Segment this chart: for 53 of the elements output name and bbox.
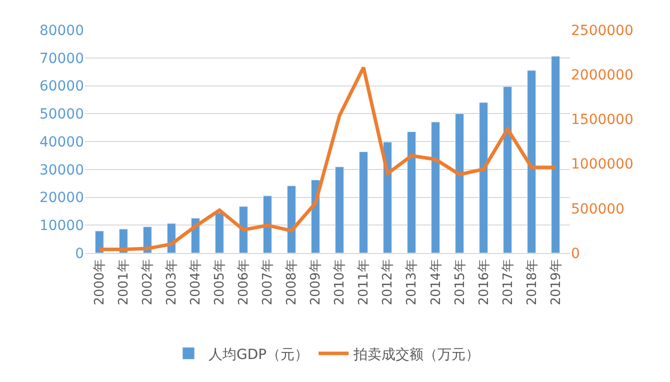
bar [431, 122, 440, 253]
x-tick-label: 2004年 [188, 259, 204, 306]
y2-tick-label: 500000 [571, 201, 624, 218]
legend-label: 人均GDP（元） [208, 346, 309, 363]
bar [503, 86, 512, 253]
y-tick-label: 20000 [39, 190, 84, 206]
y-tick-label: 50000 [39, 106, 84, 123]
bar [335, 166, 344, 253]
bar [527, 70, 536, 253]
line-series [98, 66, 558, 252]
y-tick-label: 60000 [39, 78, 84, 95]
x-tick-label: 2007年 [260, 259, 276, 306]
x-tick-label: 2013年 [404, 259, 420, 306]
y-tick-label: 0 [75, 246, 84, 262]
x-tick-label: 2005年 [212, 259, 228, 306]
bar [215, 212, 224, 253]
bar [263, 196, 272, 253]
x-tick-label: 2009年 [308, 259, 324, 306]
bar [407, 131, 416, 253]
bar [287, 186, 296, 253]
bar [479, 102, 488, 253]
bar [455, 113, 464, 253]
y2-tick-label: 1000000 [571, 156, 634, 173]
y-tick-label: 10000 [39, 218, 84, 234]
x-tick-label: 2000年 [92, 259, 108, 306]
legend-label: 拍卖成交额（万元） [352, 346, 480, 363]
x-tick-label: 2019年 [548, 259, 564, 306]
x-tick-label: 2002年 [140, 259, 156, 306]
x-tick-label: 2012年 [380, 259, 396, 306]
x-tick-label: 2010年 [332, 259, 348, 306]
x-tick-label: 2003年 [164, 259, 180, 306]
bar [94, 230, 104, 253]
x-tick-label: 2017年 [500, 259, 516, 306]
bar [239, 206, 248, 253]
y2-tick-label: 2000000 [571, 68, 634, 84]
bar [551, 56, 560, 253]
bar [359, 152, 368, 253]
y-tick-label: 30000 [39, 162, 84, 178]
x-tick-label: 2006年 [236, 259, 252, 306]
x-tick-label: 2015年 [452, 259, 468, 306]
y-tick-label: 40000 [39, 134, 84, 150]
x-tick-label: 2008年 [284, 259, 300, 306]
y-tick-label: 80000 [39, 22, 84, 39]
x-tick-label: 2011年 [356, 259, 372, 306]
x-tick-label: 2014年 [428, 259, 444, 306]
y2-tick-label: 0 [571, 246, 580, 262]
bar [383, 142, 392, 253]
y-tick-label: 70000 [39, 50, 84, 67]
x-tick-label: 2016年 [476, 259, 492, 306]
y2-tick-label: 1500000 [571, 112, 634, 128]
y2-tick-label: 2500000 [571, 22, 634, 39]
x-tick-label: 2001年 [116, 259, 132, 306]
x-tick-label: 2018年 [524, 259, 540, 306]
